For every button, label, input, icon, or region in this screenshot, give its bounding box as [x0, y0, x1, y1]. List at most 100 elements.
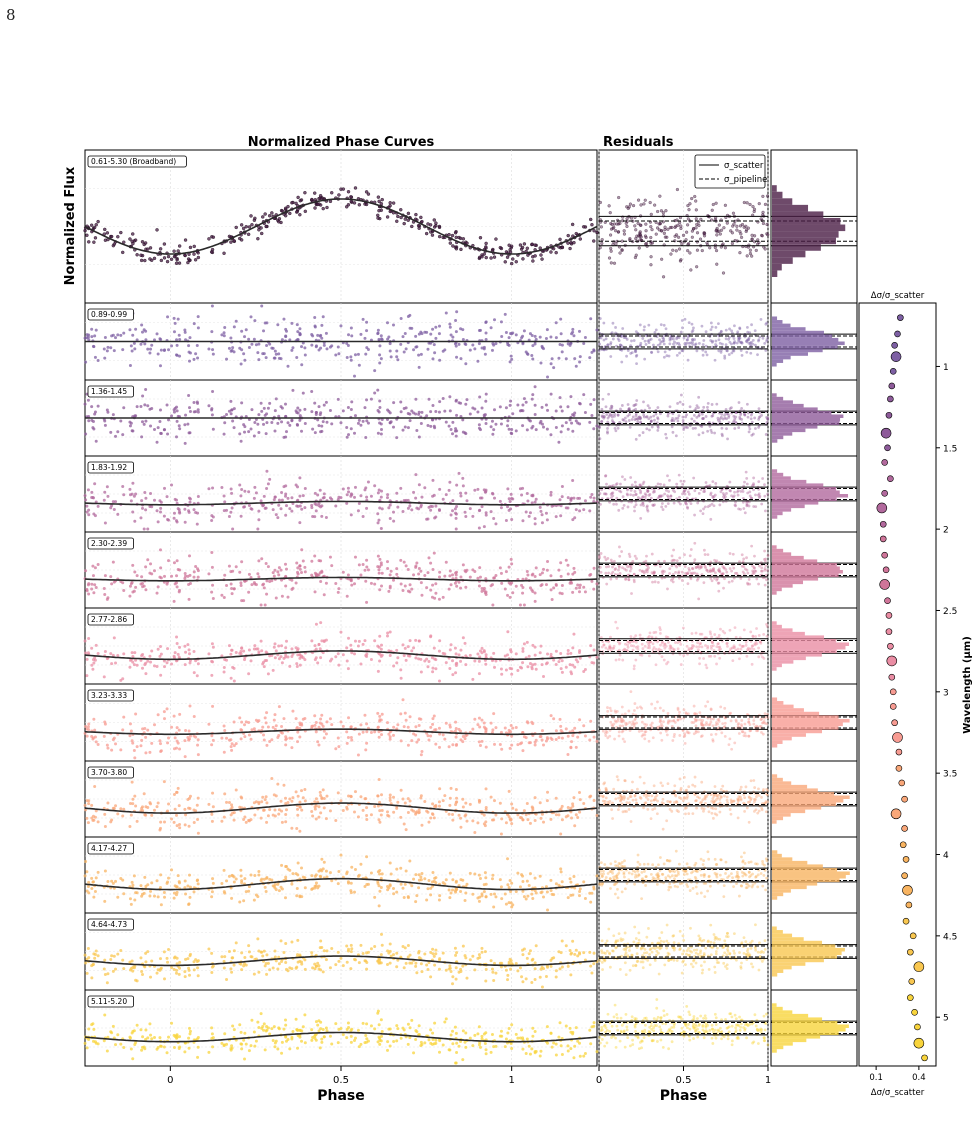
data-point: [318, 413, 322, 417]
data-point: [158, 420, 162, 424]
data-point: [484, 241, 488, 246]
data-point: [163, 717, 167, 721]
data-point: [143, 241, 148, 245]
data-point: [195, 343, 199, 347]
data-point: [404, 658, 408, 662]
data-point: [492, 343, 496, 347]
data-point: [473, 717, 477, 721]
residual-point: [636, 221, 640, 225]
data-point: [461, 563, 465, 567]
residual-point: [683, 317, 687, 321]
data-point: [144, 672, 148, 676]
data-point: [569, 395, 573, 399]
data-point: [274, 513, 278, 517]
data-point: [595, 655, 599, 659]
title-middle: Residuals: [603, 135, 674, 150]
data-point: [356, 644, 360, 648]
data-point: [103, 227, 107, 232]
residual-point: [628, 425, 632, 429]
data-point: [455, 483, 459, 487]
data-point: [172, 516, 176, 520]
data-point: [414, 638, 418, 642]
residual-point: [614, 658, 618, 662]
residual-point: [738, 657, 741, 661]
data-point: [234, 225, 238, 230]
histogram-bar: [772, 591, 777, 595]
data-point: [498, 566, 502, 570]
data-point: [296, 485, 300, 489]
data-point: [361, 563, 365, 567]
data-point: [539, 735, 543, 739]
data-point: [454, 664, 458, 668]
residual-point: [735, 571, 739, 575]
data-point: [271, 725, 275, 729]
data-point: [322, 729, 326, 733]
data-point: [178, 588, 182, 592]
data-point: [592, 496, 596, 500]
data-point: [196, 662, 200, 666]
data-point: [319, 656, 323, 660]
data-point: [166, 741, 170, 745]
data-point: [141, 666, 145, 670]
data-point: [484, 662, 488, 666]
data-point: [406, 568, 410, 572]
data-point: [429, 588, 433, 592]
data-point: [431, 478, 435, 482]
data-point: [84, 498, 88, 502]
data-point: [459, 575, 463, 579]
residual-point: [633, 480, 637, 484]
data-point: [330, 657, 334, 661]
residual-point: [758, 494, 762, 498]
data-point: [264, 356, 268, 360]
data-point: [353, 495, 357, 499]
data-point: [504, 406, 508, 410]
data-point: [376, 669, 380, 673]
data-point: [175, 642, 179, 646]
data-point: [163, 574, 167, 578]
data-point: [480, 346, 484, 350]
data-point: [507, 243, 511, 247]
data-point: [345, 355, 349, 359]
data-point: [192, 570, 196, 574]
data-point: [377, 568, 381, 572]
data-point: [177, 655, 181, 659]
residual-point: [618, 251, 622, 255]
data-point: [229, 745, 233, 749]
data-point: [426, 665, 430, 669]
residual-point: [612, 502, 616, 506]
data-point: [266, 725, 270, 729]
data-point: [313, 315, 317, 319]
data-point: [530, 242, 534, 246]
residual-point: [671, 337, 675, 341]
data-point: [391, 733, 395, 737]
residual-point: [668, 226, 672, 230]
residual-point: [715, 226, 719, 230]
residual-point: [609, 496, 613, 499]
data-point: [277, 733, 281, 737]
residual-point: [740, 353, 744, 357]
data-point: [554, 426, 558, 430]
data-point: [239, 223, 244, 227]
data-point: [93, 728, 97, 732]
residual-point: [675, 337, 679, 341]
data-point: [491, 728, 495, 732]
data-point: [564, 421, 568, 425]
residual-point: [638, 483, 642, 487]
data-point: [339, 324, 343, 328]
residual-point: [624, 577, 628, 581]
data-point: [569, 651, 573, 655]
residual-point: [691, 340, 695, 344]
data-point: [549, 392, 553, 396]
residual-point: [685, 230, 689, 234]
data-point: [528, 586, 532, 590]
data-point: [143, 727, 147, 731]
data-point: [247, 733, 251, 737]
residual-point: [668, 405, 672, 409]
data-point: [109, 346, 113, 350]
data-point: [443, 409, 447, 413]
data-point: [155, 332, 159, 336]
data-point: [468, 507, 472, 511]
data-point: [539, 644, 543, 648]
residual-point: [656, 406, 660, 409]
residual-point: [609, 493, 613, 496]
